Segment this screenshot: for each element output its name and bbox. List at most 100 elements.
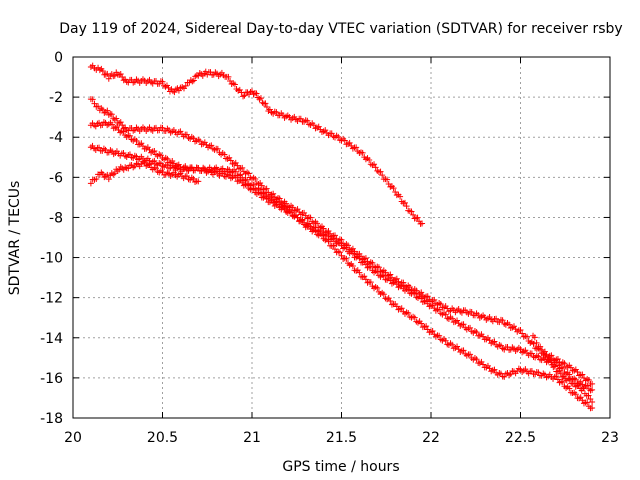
- data-point: [165, 84, 172, 91]
- data-point: [234, 162, 241, 169]
- data-point: [102, 173, 109, 180]
- data-point: [297, 115, 304, 122]
- data-point: [273, 109, 280, 116]
- data-point: [315, 123, 322, 130]
- data-point: [307, 214, 314, 221]
- data-point: [507, 371, 514, 378]
- data-point: [559, 379, 566, 386]
- data-point: [398, 305, 405, 312]
- data-point: [547, 357, 554, 364]
- data-point: [367, 279, 374, 286]
- data-point: [387, 271, 394, 278]
- data-point: [256, 96, 263, 103]
- data-point: [237, 171, 244, 178]
- data-point: [87, 180, 94, 187]
- data-point: [89, 96, 96, 103]
- data-point: [318, 232, 325, 239]
- series-track-5: [87, 158, 202, 187]
- data-point: [460, 321, 467, 328]
- data-point: [183, 172, 190, 179]
- data-point: [535, 369, 542, 376]
- data-point: [537, 343, 544, 350]
- data-point: [281, 202, 288, 209]
- data-point: [467, 351, 474, 358]
- data-point: [117, 70, 124, 77]
- data-point: [109, 121, 116, 128]
- data-point: [190, 135, 197, 142]
- y-axis-label: SDTVAR / TECUs: [7, 181, 23, 296]
- data-point: [266, 106, 273, 113]
- data-point: [411, 290, 418, 297]
- data-point: [164, 155, 171, 162]
- data-point: [259, 99, 266, 106]
- data-point: [258, 182, 265, 189]
- data-point: [338, 236, 345, 243]
- series-track-6: [530, 332, 596, 405]
- data-point: [575, 382, 582, 389]
- data-point: [374, 268, 381, 275]
- data-point: [362, 255, 369, 262]
- data-point: [343, 244, 350, 251]
- x-axis-label: GPS time / hours: [282, 459, 399, 475]
- data-point: [566, 376, 573, 383]
- data-point: [499, 317, 506, 324]
- data-point: [545, 356, 552, 363]
- data-point: [305, 222, 312, 229]
- data-point: [423, 297, 430, 304]
- data-point: [372, 164, 379, 171]
- data-point: [122, 124, 129, 131]
- data-point: [403, 203, 410, 210]
- data-point: [554, 356, 561, 363]
- data-point: [419, 220, 426, 227]
- y-tick-label: 0: [54, 50, 63, 66]
- data-point: [405, 310, 412, 317]
- y-tick-label: -2: [49, 90, 63, 106]
- data-point: [172, 86, 179, 93]
- y-tick-label: -8: [49, 210, 63, 226]
- data-point: [473, 356, 480, 363]
- data-point: [356, 255, 363, 262]
- data-point: [553, 359, 560, 366]
- data-point: [349, 263, 356, 270]
- data-point: [424, 293, 431, 300]
- data-point: [566, 371, 573, 378]
- data-point: [294, 214, 301, 221]
- data-point: [375, 264, 382, 271]
- data-point: [587, 395, 594, 402]
- y-tick-label: -14: [40, 331, 63, 347]
- data-point: [393, 275, 400, 282]
- data-point: [105, 111, 112, 118]
- data-point: [579, 371, 586, 378]
- data-point: [190, 175, 197, 182]
- data-point: [530, 340, 537, 347]
- data-point: [241, 92, 248, 99]
- data-point: [125, 165, 132, 172]
- series-track-1: [87, 62, 426, 227]
- x-tick-label: 22: [422, 430, 440, 446]
- data-point: [338, 252, 345, 259]
- data-point: [413, 215, 420, 222]
- data-point: [325, 238, 332, 245]
- data-point: [183, 131, 190, 138]
- data-point: [574, 369, 581, 376]
- data-point: [359, 149, 366, 156]
- data-point: [517, 346, 524, 353]
- x-tick-label: 20: [64, 430, 82, 446]
- y-tick-label: -10: [40, 251, 63, 267]
- x-tick-label: 20.5: [147, 430, 178, 446]
- data-point: [442, 337, 449, 344]
- data-point: [560, 373, 567, 380]
- data-point: [141, 159, 148, 166]
- data-point: [361, 273, 368, 280]
- data-point: [325, 233, 332, 240]
- data-point: [349, 250, 356, 257]
- data-point: [460, 347, 467, 354]
- data-point: [367, 263, 374, 270]
- data-point: [196, 138, 203, 145]
- data-point: [117, 119, 124, 126]
- data-point: [517, 326, 524, 333]
- data-point: [171, 89, 178, 96]
- data-point: [262, 100, 269, 107]
- data-points: [87, 62, 596, 412]
- data-point: [111, 116, 118, 123]
